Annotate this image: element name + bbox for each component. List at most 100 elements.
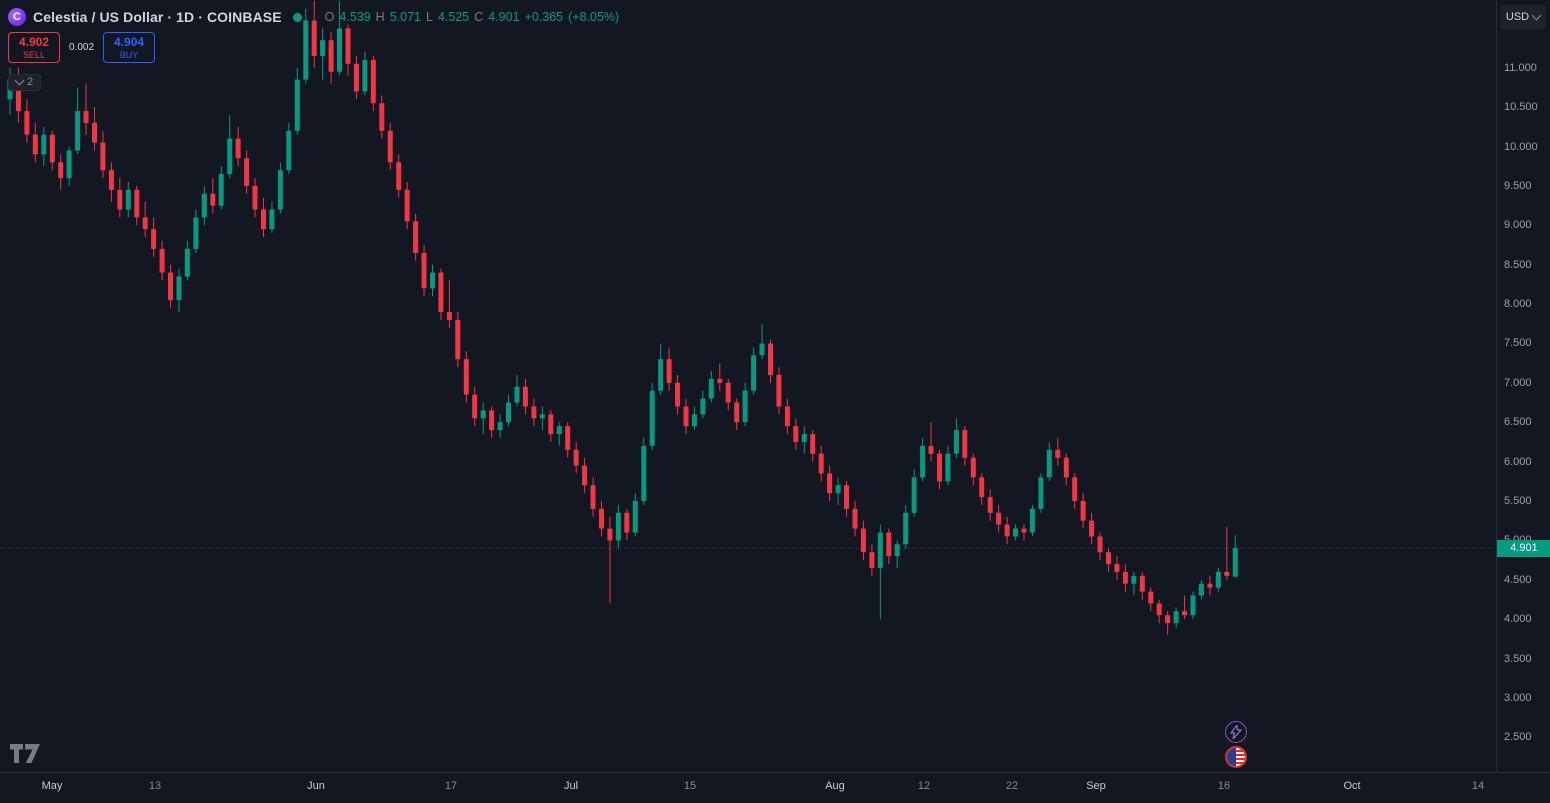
candle-body bbox=[379, 103, 385, 131]
candle-body bbox=[641, 445, 647, 501]
candle-body bbox=[751, 355, 757, 391]
candle-body bbox=[1038, 477, 1044, 509]
lightning-bolt-icon bbox=[1230, 725, 1242, 739]
candle-body bbox=[1055, 449, 1061, 458]
candle-body bbox=[700, 398, 706, 415]
candle-body bbox=[531, 406, 537, 419]
candle-body bbox=[159, 248, 165, 273]
candle-body bbox=[75, 111, 81, 151]
symbol-title[interactable]: Celestia / US Dollar · 1D · COINBASE bbox=[33, 9, 282, 25]
candle-body bbox=[1080, 501, 1086, 521]
candle-body bbox=[49, 134, 55, 163]
close-value: 4.901 bbox=[488, 10, 520, 24]
candle-body bbox=[472, 394, 478, 419]
price-axis-label: 4.500 bbox=[1504, 574, 1532, 586]
candle-body bbox=[835, 485, 841, 494]
candle-body bbox=[1021, 528, 1027, 533]
buy-price: 4.904 bbox=[114, 35, 145, 49]
candle-body bbox=[201, 193, 207, 218]
candle-body bbox=[210, 193, 216, 206]
candle-body bbox=[1156, 603, 1162, 616]
candle-body bbox=[768, 343, 773, 375]
us-flag-event-icon[interactable] bbox=[1225, 746, 1247, 768]
candle-body bbox=[286, 130, 292, 171]
price-axis-label: 7.500 bbox=[1504, 337, 1532, 349]
candle-body bbox=[717, 378, 723, 383]
candle-body bbox=[430, 272, 435, 289]
buy-label: BUY bbox=[119, 49, 139, 60]
candle-body bbox=[66, 150, 72, 179]
candle-body bbox=[134, 189, 140, 218]
candle-body bbox=[683, 406, 689, 427]
time-axis-label: 13 bbox=[148, 780, 162, 792]
candle-body bbox=[852, 508, 858, 529]
high-label: H bbox=[375, 10, 385, 24]
price-axis[interactable]: 4.901 11.000 10.500 10.000 9.500 9.000 8.500 8… bbox=[1496, 0, 1550, 772]
lightning-event-icon[interactable] bbox=[1225, 721, 1247, 743]
candle-body bbox=[176, 276, 182, 301]
candle-body bbox=[1072, 477, 1078, 501]
candle-body bbox=[455, 319, 461, 360]
candle-body bbox=[1122, 571, 1128, 584]
time-axis-label: May bbox=[41, 780, 63, 792]
candle-body bbox=[142, 217, 148, 230]
candle-body bbox=[548, 414, 554, 435]
candle-body bbox=[404, 189, 410, 222]
candle-body bbox=[582, 465, 588, 486]
candle-body bbox=[337, 28, 342, 72]
candle-body bbox=[117, 189, 123, 210]
sell-button[interactable]: 4.902 SELL bbox=[8, 32, 60, 64]
tradingview-logo[interactable] bbox=[10, 744, 40, 763]
collapse-count: 2 bbox=[27, 76, 34, 88]
candle-body bbox=[261, 209, 266, 230]
change-value: +0.365 bbox=[524, 10, 564, 24]
candle-body bbox=[168, 272, 173, 301]
candle-body bbox=[92, 122, 97, 143]
candle-body bbox=[269, 209, 275, 230]
candle-body bbox=[463, 359, 469, 395]
candle-body bbox=[953, 430, 959, 454]
candle-body bbox=[869, 552, 875, 568]
candle-body bbox=[108, 170, 114, 190]
candle-body bbox=[565, 426, 571, 450]
buy-button[interactable]: 4.904 BUY bbox=[103, 32, 156, 64]
candle-body bbox=[277, 170, 283, 210]
high-value: 5.071 bbox=[389, 10, 421, 24]
candle-body bbox=[1029, 508, 1035, 533]
candle-body bbox=[218, 174, 224, 206]
candle-body bbox=[945, 453, 951, 482]
candle-body bbox=[607, 528, 613, 541]
candle-body bbox=[58, 162, 64, 179]
candle-body bbox=[1097, 536, 1103, 553]
market-status-dot-icon bbox=[292, 12, 302, 22]
candle-body bbox=[894, 544, 900, 557]
candle-body bbox=[522, 386, 528, 407]
time-axis-label: 14 bbox=[1471, 780, 1485, 792]
price-axis-label: 4.000 bbox=[1504, 613, 1532, 625]
price-axis-label: 7.000 bbox=[1504, 377, 1532, 389]
currency-dropdown[interactable]: USD bbox=[1500, 5, 1546, 29]
candle-body bbox=[996, 512, 1002, 525]
legend-collapse-button[interactable]: 2 bbox=[8, 74, 42, 91]
chart-canvas[interactable] bbox=[0, 0, 1496, 772]
time-axis-label: 22 bbox=[1005, 780, 1019, 792]
candle-body bbox=[1215, 571, 1221, 588]
candle-body bbox=[413, 221, 419, 253]
price-axis-label: 3.000 bbox=[1504, 692, 1532, 704]
candle-body bbox=[1046, 449, 1052, 478]
candle-body bbox=[979, 477, 985, 498]
close-label: C bbox=[474, 10, 484, 24]
candle-body bbox=[860, 528, 866, 553]
candle-body bbox=[320, 40, 326, 56]
time-axis[interactable]: May 13 Jun 17 Jul 15 Aug 12 22 Sep 16 Oct 14 bbox=[0, 772, 1550, 803]
candle-body bbox=[489, 410, 495, 431]
candle-body bbox=[387, 130, 393, 163]
time-axis-label: 17 bbox=[444, 780, 458, 792]
price-axis-label: 11.000 bbox=[1504, 62, 1537, 74]
candle-body bbox=[1063, 457, 1069, 478]
candle-body bbox=[742, 390, 748, 423]
candle-body bbox=[793, 426, 799, 442]
low-label: L bbox=[425, 10, 433, 24]
price-axis-label: 8.000 bbox=[1504, 298, 1532, 310]
candle-body bbox=[691, 414, 697, 427]
